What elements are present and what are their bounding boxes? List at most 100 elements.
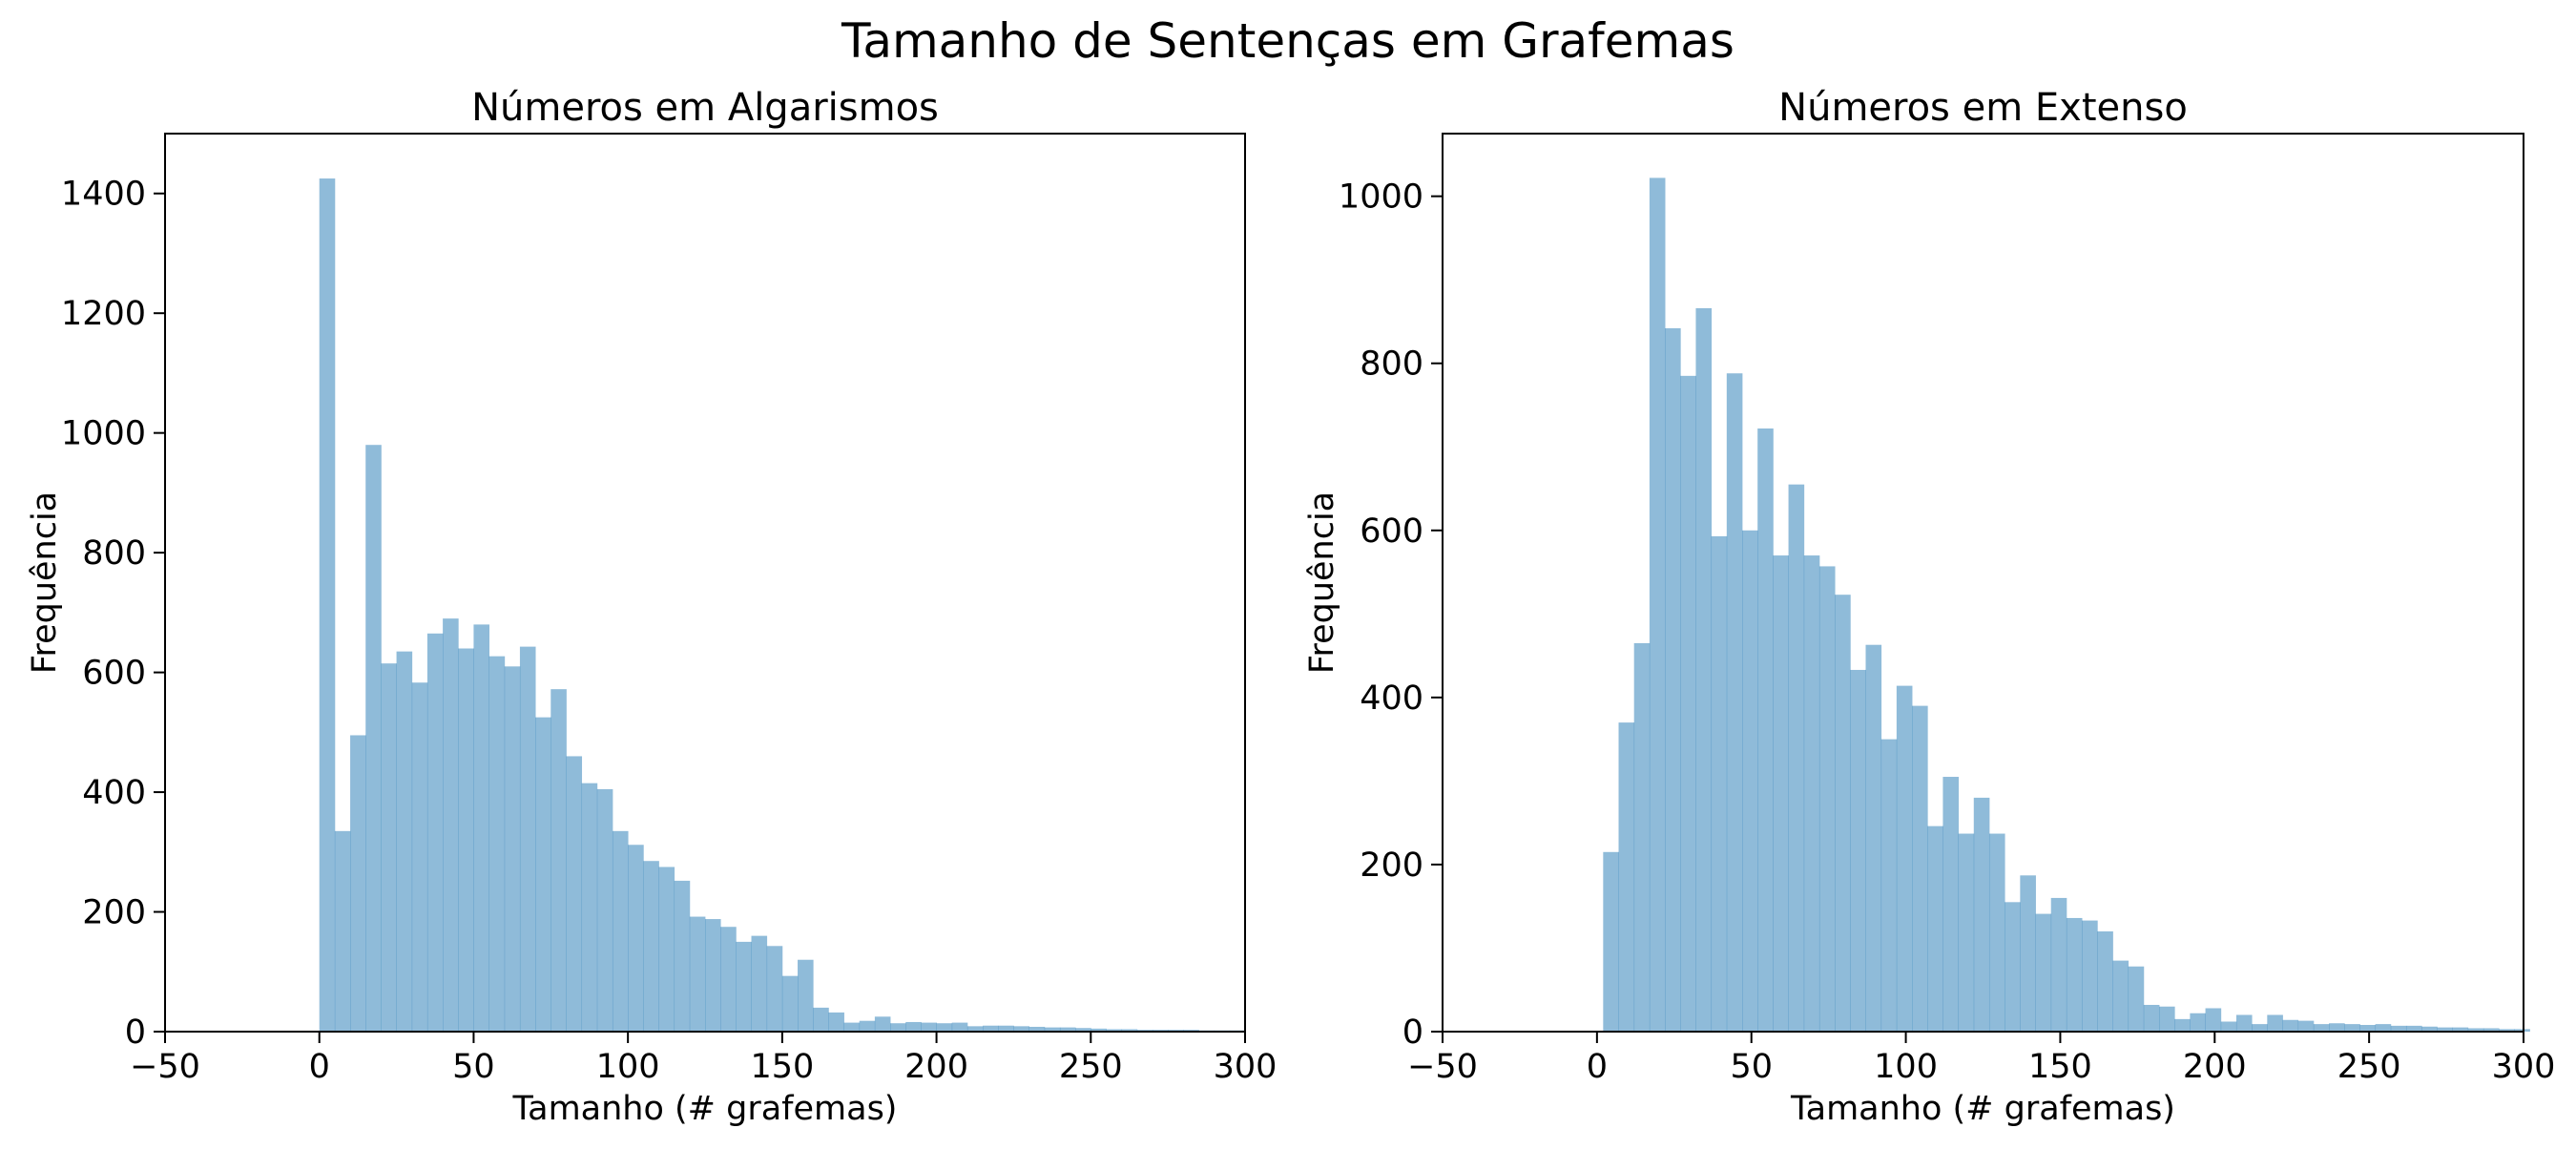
- y-tick-label: 1000: [1339, 178, 1423, 217]
- histogram-bar: [983, 1025, 999, 1032]
- histogram-bar: [936, 1023, 953, 1032]
- histogram-bar: [1603, 851, 1619, 1032]
- subplot-extenso: −50 0 50 100 150 200 250 30002004006008001000Nú…: [1303, 86, 2555, 1128]
- histogram-bar: [551, 689, 567, 1032]
- histogram-bar: [736, 941, 752, 1032]
- histogram-bar: [1988, 833, 2005, 1032]
- histogram-bar: [2159, 1006, 2175, 1032]
- histogram-bar: [1028, 1026, 1046, 1032]
- histogram-bar: [1835, 595, 1851, 1032]
- y-tick-label: 1000: [61, 415, 146, 453]
- histogram-bar: [473, 624, 489, 1032]
- histogram-bar: [1075, 1028, 1091, 1032]
- y-tick-label: 800: [82, 534, 146, 573]
- histogram-bar: [798, 959, 814, 1032]
- x-axis-label: Tamanho (# grafemas): [1790, 1090, 2175, 1128]
- histogram-bar: [2066, 917, 2083, 1032]
- histogram-bar: [2112, 960, 2129, 1032]
- histogram-bar: [828, 1012, 844, 1032]
- histogram-bar: [2452, 1027, 2469, 1032]
- histogram-bar: [1912, 705, 1928, 1032]
- histogram-bar: [1942, 777, 1960, 1032]
- histogram-bar: [612, 830, 629, 1032]
- x-tick-label: 200: [2183, 1048, 2247, 1086]
- histogram-bar: [581, 783, 598, 1032]
- histogram-bar: [813, 1007, 829, 1032]
- histogram-bar: [2390, 1025, 2407, 1032]
- x-tick-label: 200: [904, 1048, 968, 1086]
- x-tick-label: 300: [1214, 1048, 1278, 1086]
- histogram-bar: [1680, 375, 1696, 1033]
- histogram-bar: [2344, 1024, 2360, 1032]
- histogram-bar: [458, 648, 474, 1032]
- histogram-bar: [1711, 535, 1728, 1032]
- histogram-bar: [2005, 902, 2021, 1032]
- y-axis-label: Frequência: [1303, 491, 1341, 674]
- histogram-bar: [643, 861, 659, 1032]
- histogram-bar: [1973, 797, 1990, 1032]
- y-tick-label: 200: [1360, 846, 1423, 885]
- y-tick-label: 600: [1360, 512, 1423, 551]
- histogram-bar: [2035, 913, 2052, 1032]
- histogram-bar: [2313, 1024, 2330, 1032]
- histogram-bar: [2467, 1028, 2484, 1032]
- histogram-bar: [381, 663, 397, 1032]
- histogram-bar: [2514, 1029, 2530, 1032]
- histogram-bar: [2143, 1004, 2160, 1032]
- histogram-bar: [2282, 1019, 2299, 1032]
- y-axis-label: Frequência: [26, 491, 64, 674]
- histogram-bar: [2267, 1014, 2283, 1032]
- histogram-bar: [859, 1020, 876, 1032]
- y-tick-label: 600: [82, 655, 146, 693]
- histogram-bar: [396, 651, 413, 1032]
- histogram-bar: [411, 682, 428, 1032]
- histogram-bar: [674, 880, 691, 1032]
- histogram-bar: [519, 646, 536, 1032]
- subplot-title: Números em Algarismos: [471, 86, 939, 130]
- y-tick-label: 0: [1402, 1013, 1423, 1052]
- histogram-bar: [843, 1022, 861, 1032]
- histogram-bar: [426, 633, 444, 1032]
- x-tick-label: 150: [750, 1048, 814, 1086]
- histogram-bar: [751, 935, 768, 1032]
- subplot-algarismos: −50 0 50 100 150 200 250 3000200400600800100012…: [26, 86, 1277, 1128]
- histogram-bar: [921, 1022, 937, 1032]
- histogram-bar: [874, 1016, 891, 1032]
- histogram-bar: [658, 867, 675, 1032]
- histogram-bar: [1059, 1027, 1076, 1032]
- histogram-bar: [1013, 1026, 1029, 1032]
- x-tick-label: 0: [309, 1048, 330, 1086]
- histogram-bar: [998, 1025, 1014, 1032]
- histogram-bar: [1726, 373, 1743, 1033]
- histogram-bar: [1788, 484, 1805, 1032]
- histogram-bar: [2252, 1024, 2268, 1032]
- histogram-bar: [2375, 1024, 2392, 1032]
- histogram-bar: [1773, 555, 1789, 1032]
- x-tick-label: 100: [596, 1048, 660, 1086]
- histogram-bar: [1695, 307, 1713, 1032]
- histogram-bar: [2359, 1025, 2377, 1032]
- histogram-bar: [1850, 669, 1866, 1032]
- histogram-bar: [504, 666, 521, 1032]
- x-tick-label: 250: [2337, 1048, 2401, 1086]
- histogram-bar: [1818, 566, 1836, 1032]
- histogram-bar: [566, 756, 583, 1032]
- histogram-bar: [2421, 1026, 2438, 1032]
- histogram-bar: [966, 1026, 984, 1032]
- x-tick-label: 50: [1730, 1048, 1773, 1086]
- histogram-bar: [2190, 1013, 2206, 1032]
- histogram-bar: [1618, 722, 1635, 1032]
- histogram-bar: [1121, 1029, 1138, 1032]
- histogram-bar: [443, 618, 459, 1032]
- histogram-bar: [1757, 428, 1774, 1032]
- y-tick-label: 400: [82, 774, 146, 812]
- x-tick-label: 300: [2492, 1048, 2556, 1086]
- histogram-bar: [2405, 1025, 2422, 1032]
- histogram-bar: [951, 1022, 968, 1032]
- histogram-bar: [628, 845, 644, 1032]
- histogram-bar: [1649, 178, 1666, 1032]
- figure-title: Tamanho de Sentenças em Grafemas: [841, 13, 1735, 69]
- histogram-bar: [2483, 1028, 2500, 1032]
- histogram-bar: [1742, 530, 1758, 1032]
